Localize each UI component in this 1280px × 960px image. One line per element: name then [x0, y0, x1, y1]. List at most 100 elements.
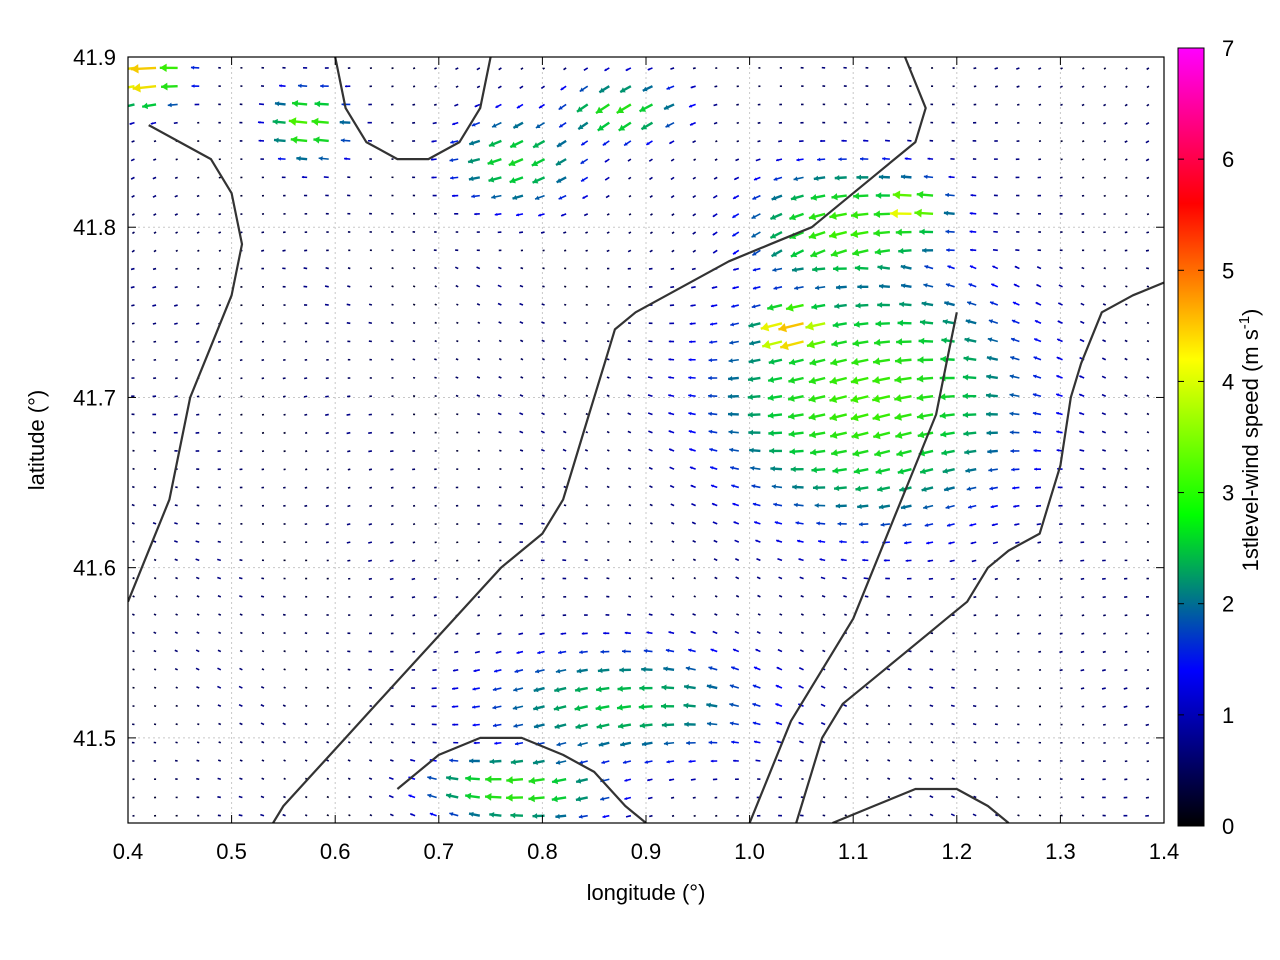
- wind-vector-shaft: [217, 595, 222, 598]
- wind-vector: [875, 467, 891, 475]
- wind-vector-head: [991, 283, 995, 287]
- wind-vector-shaft: [1125, 176, 1128, 179]
- wind-vector: [197, 723, 200, 726]
- wind-vector: [761, 340, 783, 350]
- wind-vector-head: [905, 559, 909, 563]
- wind-vector-shaft: [432, 669, 437, 672]
- wind-vector-head: [622, 760, 627, 765]
- wind-vector-shaft: [778, 631, 783, 635]
- wind-vector-head: [947, 265, 951, 269]
- wind-vector: [606, 577, 610, 580]
- wind-vector-shaft: [369, 759, 373, 762]
- wind-vector: [296, 156, 308, 162]
- wind-vector: [627, 448, 632, 452]
- wind-vector: [752, 502, 761, 507]
- wind-vector-shaft: [325, 267, 329, 270]
- wind-vector: [153, 540, 157, 543]
- wind-vector-shaft: [218, 213, 222, 216]
- wind-vector-head: [513, 687, 518, 692]
- wind-vector-head: [318, 156, 323, 161]
- wind-vector-shaft: [390, 723, 394, 726]
- wind-vector: [648, 466, 653, 470]
- wind-vector-head: [830, 431, 838, 439]
- wind-vector: [153, 577, 157, 580]
- wind-vector-shaft: [563, 394, 567, 397]
- wind-vector: [1016, 577, 1020, 581]
- wind-vector: [239, 559, 243, 562]
- wind-vector-shaft: [1060, 614, 1063, 617]
- wind-vector: [854, 264, 869, 272]
- wind-vector: [627, 412, 632, 416]
- wind-vector-head: [1011, 467, 1015, 472]
- wind-vector: [313, 136, 329, 144]
- wind-vector: [153, 704, 157, 708]
- wind-vector-head: [427, 775, 432, 781]
- wind-vector: [708, 429, 718, 434]
- wind-vector-head: [510, 812, 516, 819]
- wind-vector: [325, 504, 329, 508]
- wind-vector-shaft: [1036, 266, 1042, 270]
- wind-vector-shaft: [563, 412, 567, 416]
- wind-vector: [1033, 356, 1042, 361]
- wind-vector: [452, 687, 459, 691]
- wind-vector: [628, 577, 632, 580]
- wind-vector-head: [469, 140, 475, 146]
- wind-vector: [1009, 430, 1020, 435]
- wind-vector-shaft: [627, 613, 632, 616]
- wind-vector-shaft: [1081, 614, 1085, 617]
- wind-vector: [558, 121, 567, 128]
- wind-vector: [966, 486, 977, 491]
- wind-vector-head: [732, 286, 736, 290]
- wind-vector-shaft: [153, 631, 157, 635]
- wind-vector: [809, 430, 826, 439]
- wind-vector-shaft: [648, 430, 653, 434]
- wind-vector: [449, 812, 459, 817]
- wind-vector: [476, 632, 481, 635]
- x-tick-label: 0.4: [113, 839, 144, 864]
- wind-vector: [369, 759, 373, 762]
- wind-vector-shaft: [648, 358, 653, 361]
- wind-vector-shaft: [604, 176, 610, 181]
- wind-vector: [774, 521, 783, 525]
- wind-vector: [890, 208, 912, 219]
- wind-vector: [1124, 121, 1128, 125]
- wind-vector: [540, 231, 545, 234]
- wind-vector-head: [771, 484, 777, 490]
- wind-vector-head: [622, 649, 626, 654]
- wind-vector: [639, 685, 653, 692]
- wind-vector: [472, 687, 480, 691]
- wind-vector: [627, 340, 632, 343]
- wind-vector: [844, 649, 848, 653]
- wind-vector-shaft: [648, 448, 653, 452]
- wind-vector: [757, 140, 761, 143]
- wind-vector: [691, 503, 696, 507]
- wind-vector: [585, 249, 588, 252]
- wind-vector: [712, 213, 718, 218]
- wind-vector: [1146, 285, 1150, 288]
- wind-vector: [554, 686, 567, 693]
- wind-vector: [727, 376, 739, 382]
- wind-vector-shaft: [822, 649, 826, 653]
- wind-vector: [368, 321, 373, 325]
- wind-vector: [924, 523, 934, 527]
- wind-vector-head: [431, 176, 434, 179]
- wind-vector-head: [668, 394, 671, 397]
- wind-vector: [239, 613, 243, 616]
- wind-vector-shaft: [368, 431, 373, 435]
- wind-vector-shaft: [434, 303, 437, 306]
- wind-vector-shaft: [368, 559, 373, 562]
- wind-vector-shaft: [195, 649, 200, 653]
- wind-vector: [1079, 375, 1085, 379]
- wind-vector: [878, 504, 891, 510]
- wind-vector-head: [895, 356, 902, 365]
- wind-vector: [733, 267, 740, 271]
- wind-vector-shaft: [628, 213, 632, 216]
- wind-vector: [217, 649, 222, 653]
- wind-vector-shaft: [562, 540, 567, 543]
- wind-vector: [886, 649, 891, 653]
- wind-vector-head: [728, 429, 733, 435]
- wind-vector-head: [688, 375, 692, 380]
- wind-vector-shaft: [153, 613, 157, 616]
- wind-vector: [927, 559, 934, 563]
- wind-vector-shaft: [995, 759, 999, 762]
